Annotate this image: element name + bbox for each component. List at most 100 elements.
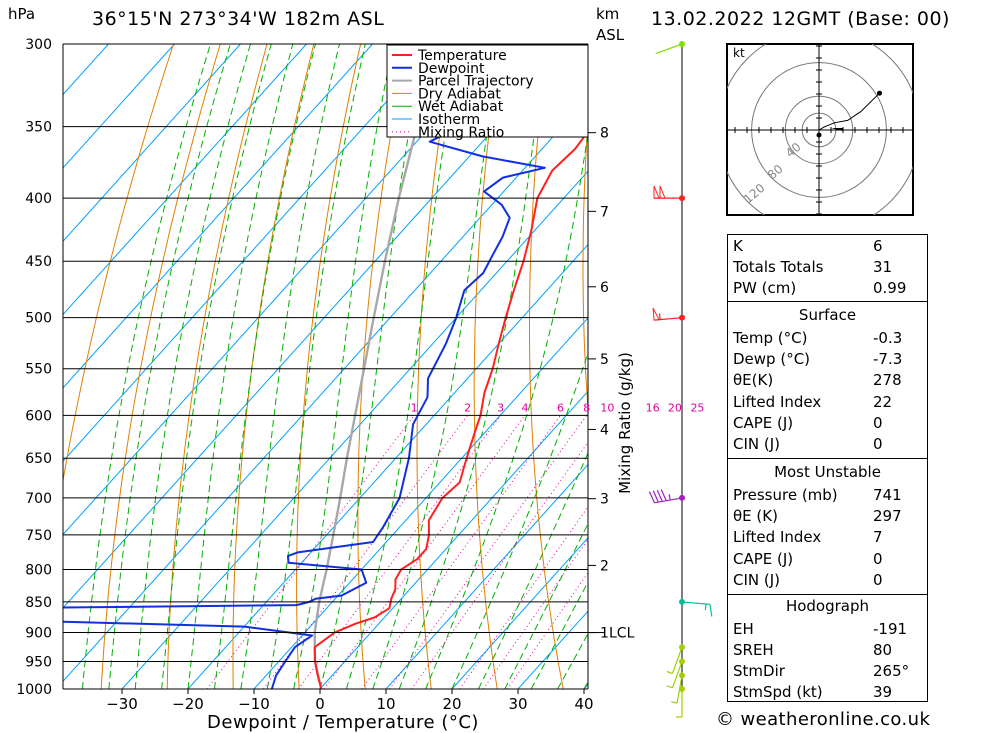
index-label: CAPE (J) [733, 414, 794, 432]
wind-barb-flag [652, 490, 659, 503]
surface-row: Lifted Index 22 [728, 392, 927, 413]
index-value: 7 [873, 528, 883, 546]
mixing-ratio-label: 10 [600, 401, 614, 414]
hodo-row: StmSpd (kt) 39 [728, 682, 927, 703]
mixing-ratio-line [297, 415, 502, 689]
index-value: 31 [873, 258, 893, 276]
wet-adiabat-line [213, 44, 316, 689]
wind-barb-pennant [652, 307, 660, 321]
mixing-ratio-label: 8 [583, 401, 590, 414]
index-value: 22 [873, 393, 893, 411]
hodograph-unit-label: kt [733, 46, 745, 60]
isotherm-line [187, 243, 588, 689]
pressure-tick-label: 1000 [16, 682, 52, 698]
index-value: 297 [873, 507, 902, 525]
storm-motion-marker [830, 128, 843, 131]
index-value: 0 [873, 435, 883, 453]
index-label: Totals Totals [733, 258, 824, 276]
index-label: Lifted Index [733, 528, 822, 546]
index-value: 741 [873, 486, 902, 504]
surface-header: Surface [798, 306, 857, 324]
pressure-tick-label: 700 [25, 491, 52, 507]
index-label: CIN (J) [733, 571, 781, 589]
isotherm-line [63, 44, 307, 316]
temperature-tick-label: 10 [376, 695, 395, 713]
legend-label: Parcel Trajectory [418, 74, 534, 90]
isotherm-line [253, 317, 588, 689]
temperature-line [313, 130, 588, 689]
indices-table: K 6 Totals Totals 31 PW (cm) 0.99 Surface T… [727, 234, 928, 702]
asl-label: ASL [596, 26, 625, 44]
wind-barb-staff [654, 497, 683, 504]
index-value: 39 [873, 683, 893, 701]
pressure-tick-label: 450 [25, 254, 52, 270]
temperature-tick-label: 40 [574, 695, 593, 713]
temperature-tick-label: −10 [238, 695, 270, 713]
legend-label: Temperature [417, 48, 507, 64]
isotherm-line [63, 97, 588, 682]
wind-barb-staff [681, 601, 710, 605]
index-label: Pressure (mb) [733, 486, 838, 504]
mixing-ratio-line [262, 415, 468, 689]
wind-barb-half-flag [658, 313, 661, 320]
height-tick-label: 3 [600, 492, 609, 508]
mixing-ratio-label: 20 [668, 401, 682, 414]
temperature-tick-label: −20 [172, 695, 204, 713]
mixing-ratio-line [323, 415, 526, 689]
index-label: Dewp (°C) [733, 350, 811, 368]
wet-adiabat-line [451, 351, 588, 689]
height-tick-label: 4 [600, 422, 609, 438]
wet-adiabat-line [187, 44, 294, 689]
pressure-tick-label: 500 [25, 311, 52, 327]
index-value: 278 [873, 371, 902, 389]
pressure-tick-label: 300 [25, 37, 52, 53]
index-label: SREH [733, 641, 774, 659]
wind-barb-half-flag [666, 670, 673, 675]
pressure-tick-label: 900 [25, 626, 52, 642]
surface-row: CAPE (J) 0 [728, 413, 927, 434]
isotherm-line [121, 170, 588, 689]
height-tick-label: 6 [600, 280, 609, 296]
pressure-tick-label: 600 [25, 408, 52, 424]
wind-barb-pennant [659, 185, 666, 199]
index-value: -191 [873, 620, 908, 638]
isotherm-line [319, 390, 588, 689]
hodograph-start-dot [816, 132, 822, 138]
wind-barb-flag [648, 491, 655, 504]
legend-label: Isotherm [418, 112, 480, 128]
x-axis-label: Dewpoint / Temperature (°C) [207, 712, 479, 733]
surface-row: Temp (°C) -0.3 [728, 328, 927, 349]
wind-barb-half-flag [666, 685, 673, 689]
pressure-unit-label: hPa [8, 5, 36, 23]
isotherm-line [63, 44, 505, 536]
mixing-ratio-label: 4 [521, 401, 528, 414]
wind-barb-pennant [653, 185, 660, 199]
wind-barb-half-flag [704, 603, 707, 611]
legend-label: Wet Adiabat [418, 99, 504, 115]
index-value: -7.3 [873, 350, 903, 368]
dry-adiabat-line [969, 44, 1000, 689]
dry-adiabat-line [529, 44, 564, 689]
mixing-ratio-label: 6 [557, 401, 564, 414]
hodograph-end-dot [877, 90, 882, 96]
hodo-row: SREH 80 [728, 640, 927, 661]
height-tick-label: 8 [600, 126, 609, 142]
index-value: 0 [873, 550, 883, 568]
index-value: 6 [873, 237, 883, 255]
copyright-link[interactable]: © weatheronline.co.uk [716, 709, 931, 730]
pressure-tick-label: 400 [25, 191, 52, 207]
surface-row: Dewp (°C) -7.3 [728, 349, 927, 370]
pressure-tick-label: 550 [25, 362, 52, 378]
hodo-row: StmDir 265° [728, 661, 927, 682]
height-tick-label: 5 [600, 352, 609, 368]
index-label: Lifted Index [733, 393, 822, 411]
pressure-tick-label: 750 [25, 528, 52, 544]
index-label: StmDir [733, 662, 785, 680]
index-row-pw: PW (cm) 0.99 [728, 278, 927, 299]
isotherm-line [63, 44, 241, 242]
dry-adiabat-line [582, 113, 588, 417]
index-label: CIN (J) [733, 435, 781, 453]
mixing-ratio-label: 3 [497, 401, 504, 414]
temperature-tick-label: 30 [508, 695, 527, 713]
index-label: K [733, 237, 743, 255]
